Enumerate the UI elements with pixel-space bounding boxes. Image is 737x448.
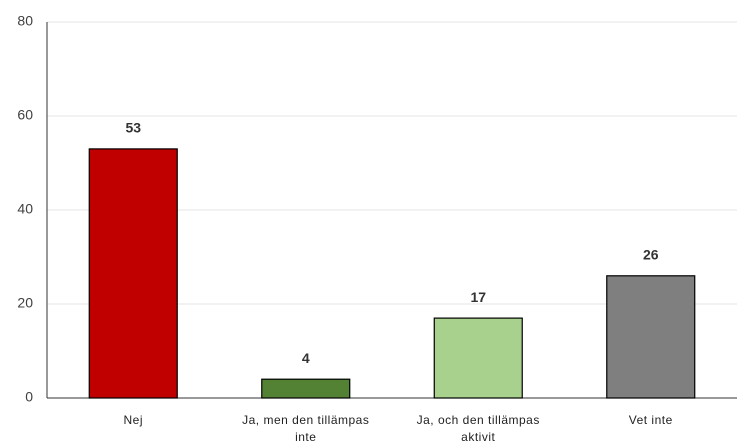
value-label: 17 (470, 289, 486, 305)
x-tick-label: Vet inte (628, 413, 673, 427)
bar (606, 275, 696, 399)
value-label: 53 (125, 120, 141, 136)
y-tick-label: 20 (17, 295, 33, 311)
bar (261, 378, 351, 399)
bar (88, 148, 178, 399)
value-label: 4 (302, 350, 310, 366)
bar (433, 317, 523, 399)
value-label: 26 (643, 247, 659, 263)
x-tick-label: Nej (123, 413, 143, 427)
y-tick-label: 60 (17, 107, 33, 123)
x-tick-label: Ja, men den tillämpas inte (242, 413, 370, 444)
y-tick-label: 0 (25, 389, 33, 405)
x-tick-label: Ja, och den tillämpas aktivit (416, 413, 540, 444)
y-tick-label: 40 (17, 201, 33, 217)
y-tick-label: 80 (17, 13, 33, 29)
